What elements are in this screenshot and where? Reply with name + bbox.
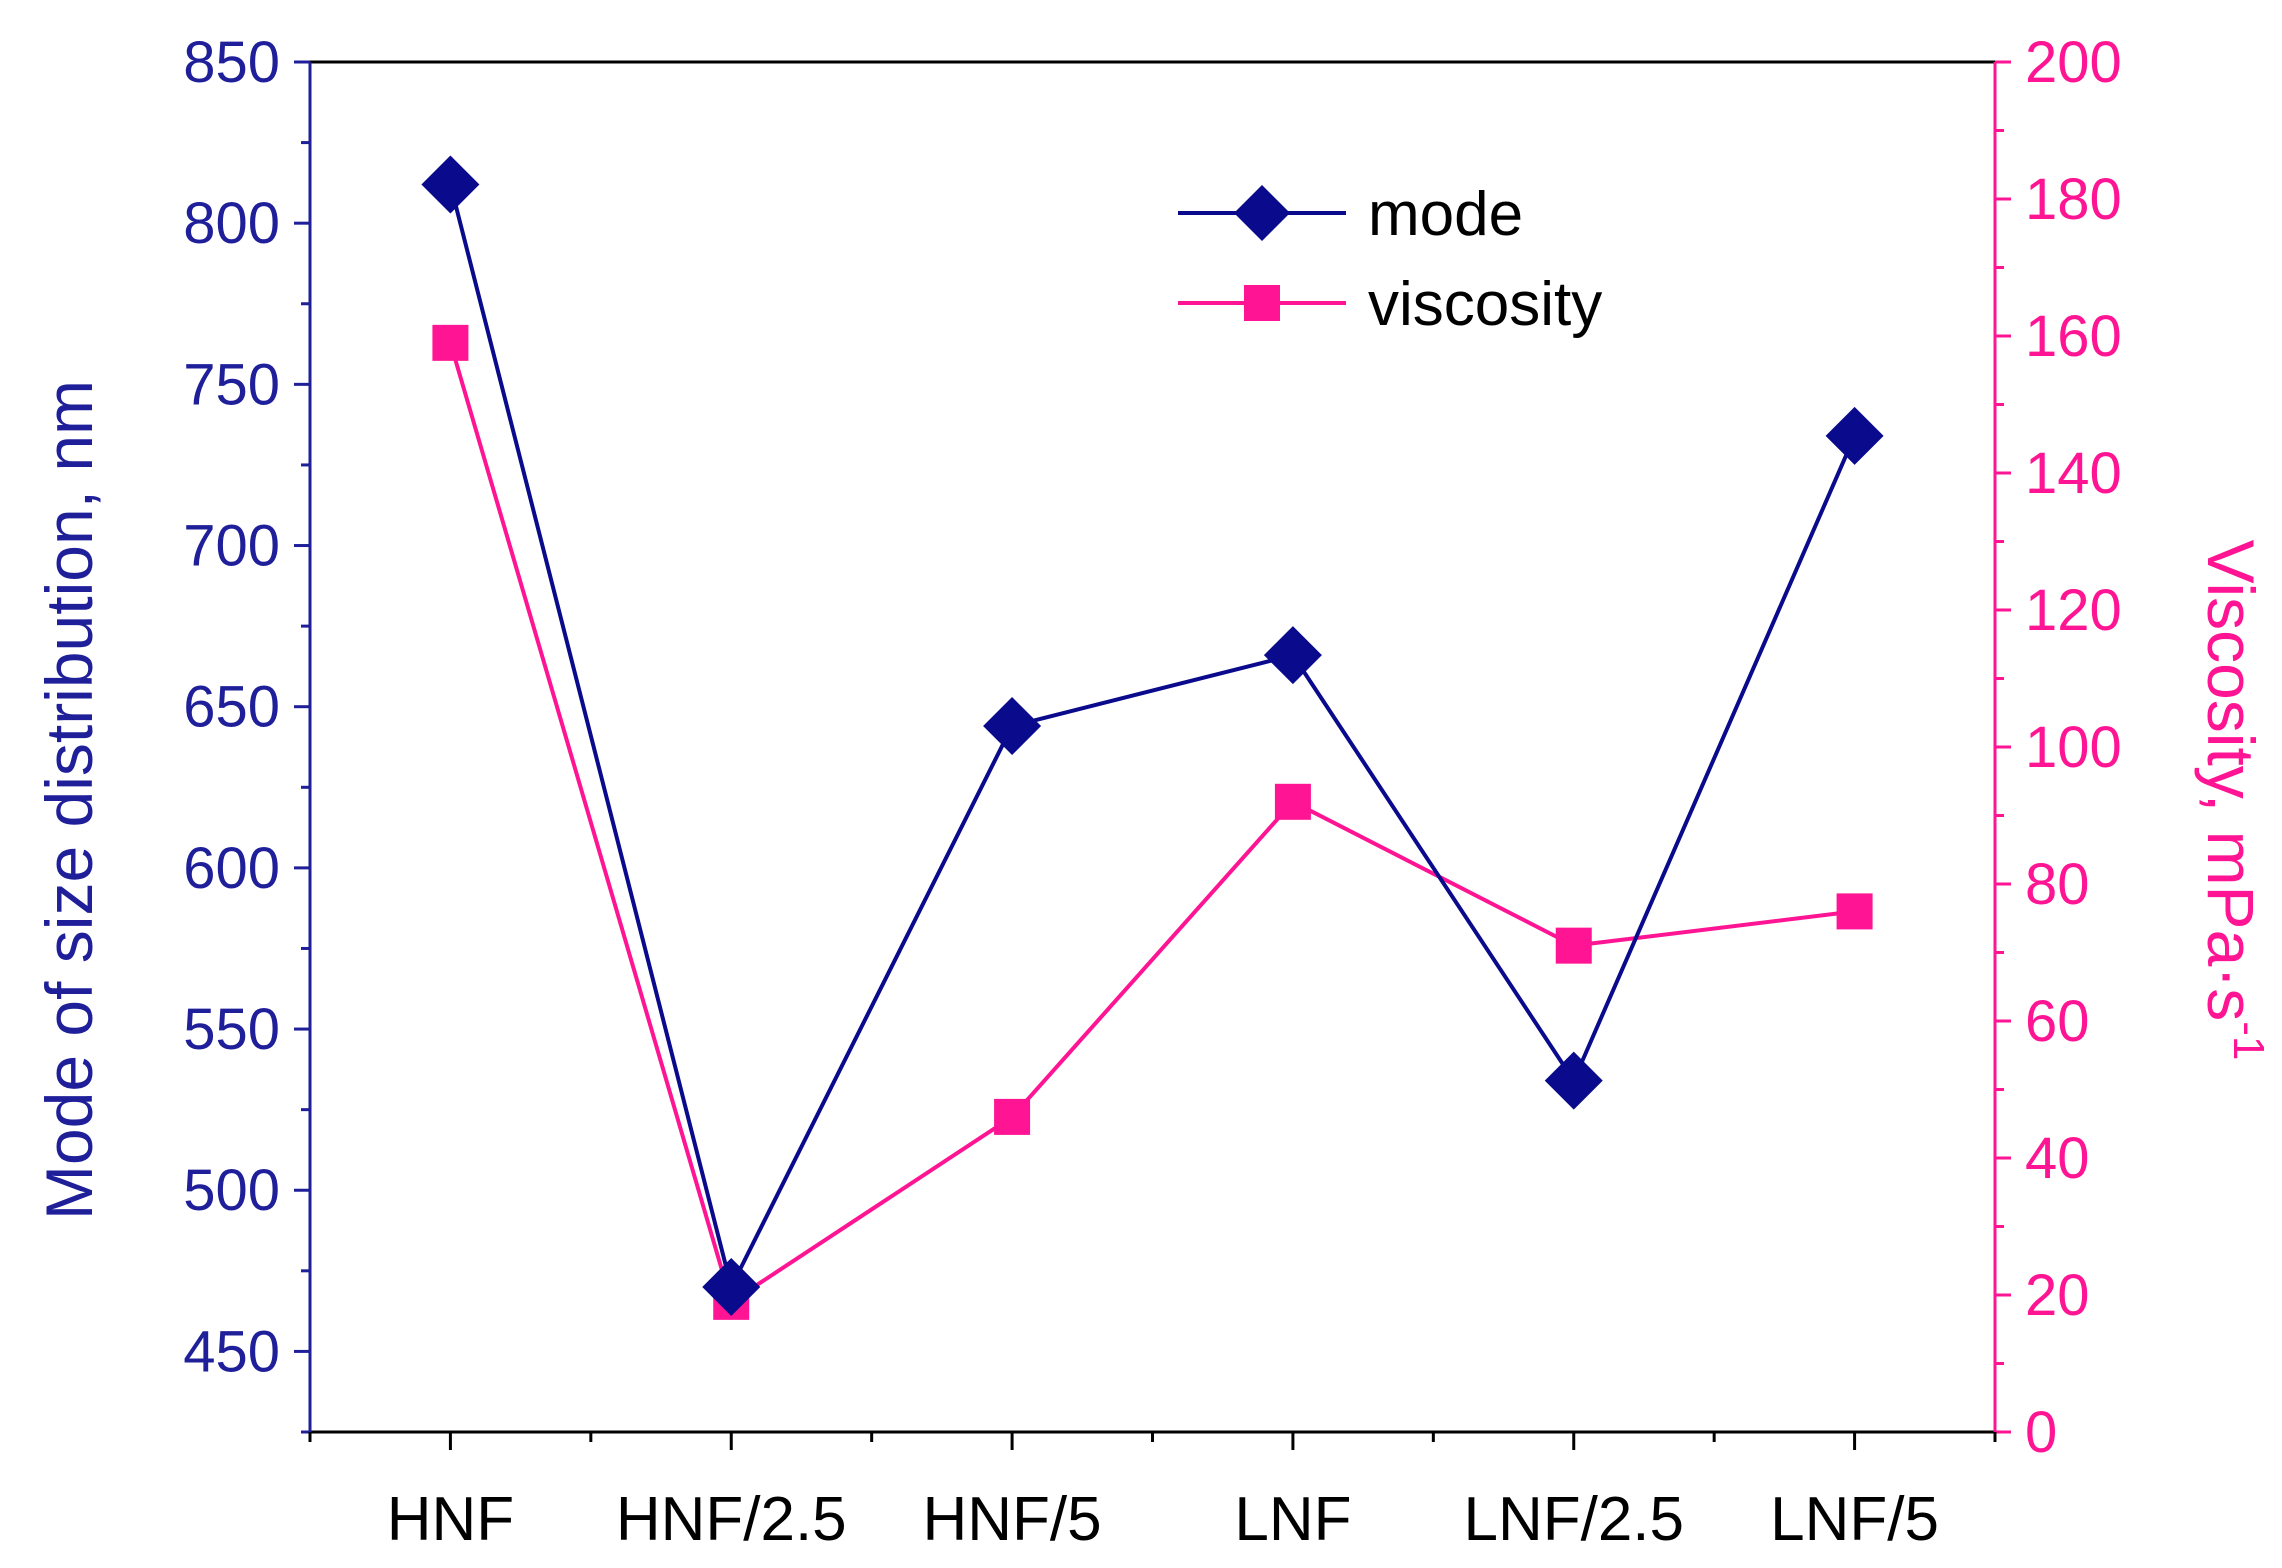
- left-axis-tick-label: 700: [183, 514, 280, 579]
- x-axis-tick-label: HNF/2.5: [616, 1485, 847, 1554]
- legend: mode viscosity: [1178, 180, 1602, 339]
- mode-point: [702, 1257, 761, 1316]
- viscosity-point: [1836, 893, 1873, 930]
- left-axis: 450 500 550 600 650 700 750 800 850: [183, 30, 312, 1434]
- x-axis-tick-label: HNF/5: [923, 1485, 1102, 1554]
- right-axis-tick-label: 120: [2025, 578, 2122, 643]
- x-axis: HNF HNF/2.5 HNF/5 LNF LNF/2.5 LNF/5: [308, 1432, 1997, 1554]
- legend-viscosity-marker: [1244, 285, 1280, 321]
- right-axis-tick-label: 200: [2025, 30, 2122, 95]
- mode-point: [421, 155, 480, 214]
- right-axis-tick-label: 40: [2025, 1126, 2090, 1191]
- viscosity-series-line: [448, 342, 1855, 1304]
- legend-mode-label: mode: [1368, 180, 1523, 249]
- right-axis-tick-label: 100: [2025, 715, 2122, 780]
- x-axis-tick-label: HNF: [387, 1485, 514, 1554]
- mode-point: [1263, 626, 1322, 685]
- right-axis-tick-label: 20: [2025, 1263, 2090, 1328]
- legend-mode-marker: [1234, 185, 1290, 241]
- y-axis-label-right-main: Viscosity, mPa·s: [2194, 540, 2268, 1022]
- viscosity-point: [1555, 927, 1592, 964]
- viscosity-point: [994, 1098, 1031, 1135]
- mode-point: [1544, 1051, 1603, 1110]
- right-axis-tick-label: 80: [2025, 852, 2090, 917]
- y-axis-label-left: Mode of size distribution, nm: [32, 380, 106, 1220]
- left-axis-tick-label: 650: [183, 675, 280, 740]
- left-axis-tick-label: 750: [183, 352, 280, 417]
- left-axis-tick-label: 850: [183, 30, 280, 95]
- legend-viscosity-label: viscosity: [1368, 270, 1602, 339]
- right-axis: 0 20 40 60 80 100 120 140 160 180 200: [1993, 30, 2122, 1465]
- series-layer: [421, 155, 1884, 1320]
- left-axis-tick-label: 550: [183, 997, 280, 1062]
- mode-point: [1825, 406, 1884, 465]
- right-axis-tick-label: 140: [2025, 441, 2122, 506]
- left-axis-tick-label: 450: [183, 1319, 280, 1384]
- viscosity-point: [1274, 783, 1311, 820]
- x-axis-tick-label: LNF/5: [1770, 1485, 1939, 1554]
- right-axis-tick-label: 60: [2025, 989, 2090, 1054]
- left-axis-tick-label: 600: [183, 836, 280, 901]
- y-axis-label-right-superscript: -1: [2224, 1021, 2273, 1060]
- x-axis-tick-label: LNF: [1234, 1485, 1351, 1554]
- right-axis-tick-label: 0: [2025, 1400, 2057, 1465]
- right-axis-tick-label: 160: [2025, 304, 2122, 369]
- left-axis-tick-label: 800: [183, 191, 280, 256]
- y-axis-label-right: Viscosity, mPa·s-1: [2194, 540, 2273, 1061]
- mode-point: [983, 697, 1042, 756]
- x-axis-tick-label: LNF/2.5: [1463, 1485, 1684, 1554]
- mode-series-line: [448, 184, 1857, 1289]
- right-axis-tick-label: 180: [2025, 167, 2122, 232]
- plot-frame: [310, 60, 1995, 1434]
- viscosity-point: [432, 324, 469, 361]
- left-axis-tick-label: 500: [183, 1158, 280, 1223]
